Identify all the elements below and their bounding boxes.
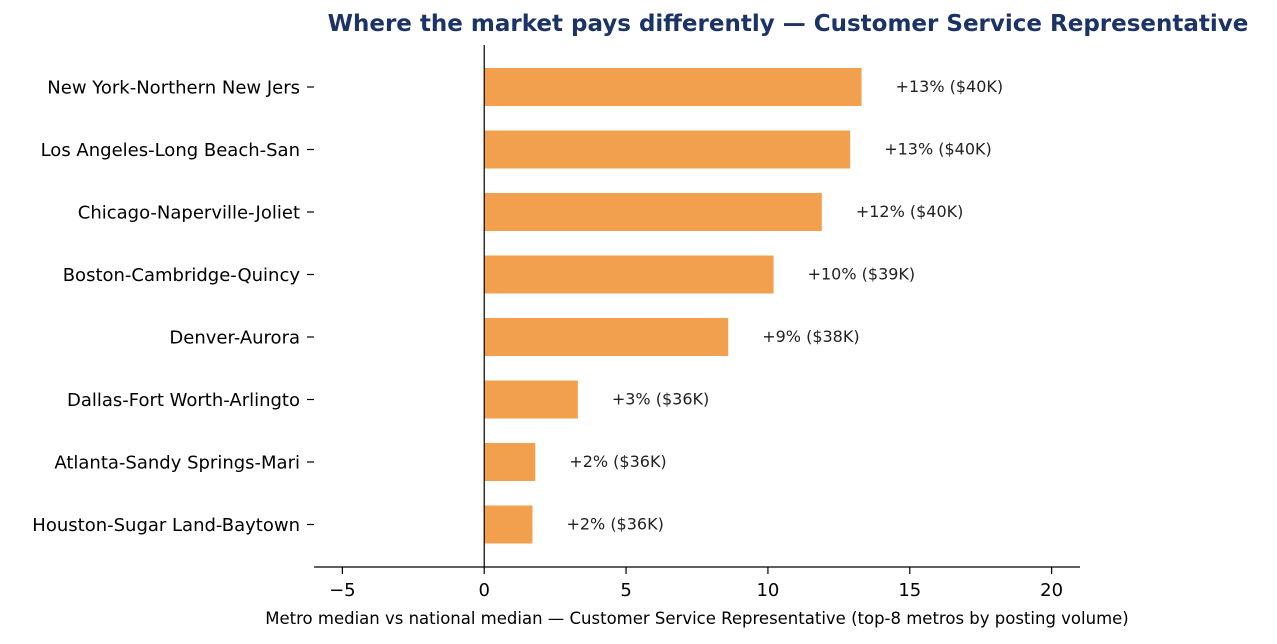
data-label: +2% ($36K) bbox=[566, 515, 663, 534]
data-label: +12% ($40K) bbox=[856, 202, 964, 221]
data-label: +10% ($39K) bbox=[808, 265, 916, 284]
bar-7 bbox=[484, 505, 533, 544]
x-tick-label: 15 bbox=[898, 580, 921, 601]
bar-0 bbox=[484, 68, 862, 106]
x-tick-label: 20 bbox=[1040, 580, 1063, 601]
data-label: +9% ($38K) bbox=[762, 327, 859, 346]
bars-group bbox=[484, 68, 862, 544]
category-label: Denver-Aurora bbox=[169, 328, 300, 349]
x-axis-label: Metro median vs national median — Custom… bbox=[265, 609, 1128, 628]
x-tick-label: 10 bbox=[756, 580, 779, 601]
data-label: +3% ($36K) bbox=[612, 390, 709, 409]
bar-5 bbox=[484, 380, 578, 419]
category-label: Boston-Cambridge-Quincy bbox=[63, 265, 301, 286]
x-tick-label: 5 bbox=[620, 580, 631, 601]
bar-3 bbox=[484, 255, 774, 294]
data-label: +13% ($40K) bbox=[896, 77, 1004, 96]
data-label: +13% ($40K) bbox=[884, 140, 992, 159]
data-labels: +13% ($40K) +13% ($40K) +12% ($40K) +10% ($… bbox=[566, 77, 1003, 534]
bar-1 bbox=[484, 130, 851, 169]
category-label: Dallas-Fort Worth-Arlingto bbox=[67, 390, 300, 411]
category-label: Chicago-Naperville-Joliet bbox=[78, 203, 300, 224]
bar-4 bbox=[484, 318, 729, 356]
x-tick-label: −5 bbox=[329, 580, 356, 601]
category-label: Houston-Sugar Land-Baytown bbox=[32, 515, 300, 536]
category-label: Atlanta-Sandy Springs-Mari bbox=[54, 453, 300, 474]
category-labels: New York-Northern New Jers Los Angeles-Lo… bbox=[32, 78, 314, 536]
category-label: New York-Northern New Jers bbox=[47, 78, 300, 99]
x-tick-label: 0 bbox=[478, 580, 489, 601]
category-label: Los Angeles-Long Beach-San bbox=[41, 140, 300, 161]
x-ticks: −5 0 5 10 15 20 bbox=[329, 567, 1063, 601]
chart-title: Where the market pays differently — Cust… bbox=[328, 11, 1249, 37]
bar-2 bbox=[484, 193, 822, 231]
data-label: +2% ($36K) bbox=[569, 452, 666, 471]
bar-6 bbox=[484, 443, 536, 481]
axes bbox=[314, 45, 1080, 568]
